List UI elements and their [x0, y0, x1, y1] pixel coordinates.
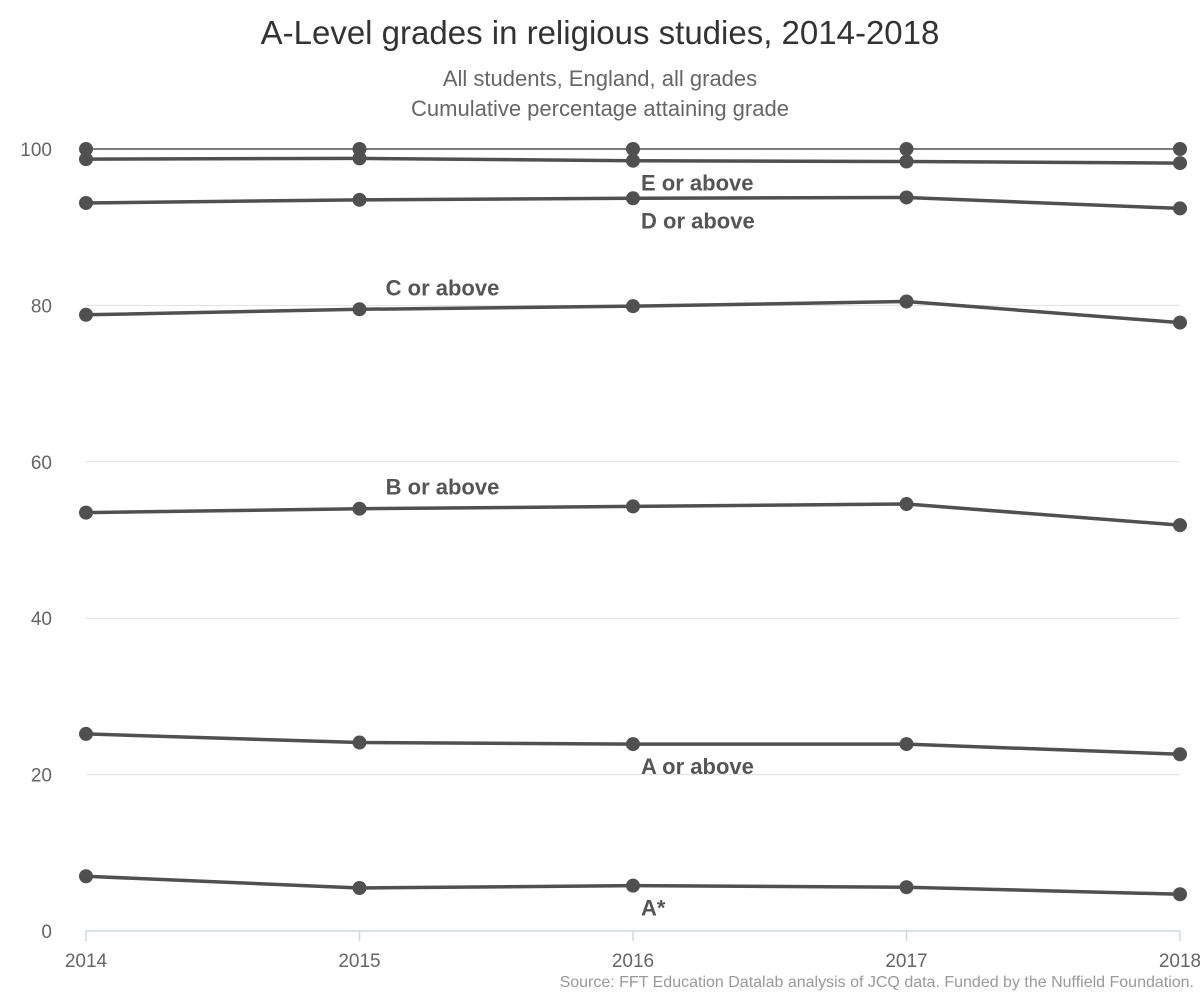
series-point-0-2: [626, 142, 640, 156]
series-label-2: D or above: [641, 208, 755, 233]
series-point-1-1: [352, 151, 367, 166]
series-label-1: E or above: [641, 171, 753, 196]
chart-source-credit: Source: FFT Education Datalab analysis o…: [559, 974, 1194, 991]
series-point-2-4: [1173, 201, 1187, 216]
series-point-6-2: [626, 878, 640, 893]
series-point-4-4: [1173, 518, 1187, 533]
series-point-1-2: [626, 153, 640, 168]
series-point-4-2: [626, 499, 640, 514]
x-tick-label: 2016: [612, 951, 654, 972]
x-tick-label: 2018: [1159, 951, 1200, 972]
series-point-6-3: [899, 880, 914, 895]
x-tick-label: 2014: [65, 951, 108, 972]
series-point-2-3: [899, 190, 914, 205]
series-point-4-0: [79, 505, 93, 520]
y-tick-label: 0: [41, 922, 52, 943]
series-point-4-3: [899, 497, 914, 512]
series-point-2-2: [626, 191, 640, 206]
y-tick-label: 100: [20, 140, 52, 161]
series-point-3-2: [626, 299, 640, 314]
y-tick-label: 40: [31, 609, 52, 630]
series-point-0-3: [899, 142, 914, 156]
series-point-6-0: [79, 869, 93, 884]
chart-subtitle-line-2: Cumulative percentage attaining grade: [411, 96, 789, 121]
series-point-0-4: [1173, 142, 1187, 156]
y-tick-label: 20: [31, 766, 52, 787]
chart-subtitle-line-1: All students, England, all grades: [442, 66, 758, 91]
series-point-6-1: [352, 880, 367, 895]
series-point-5-0: [79, 726, 93, 741]
y-tick-label: 80: [31, 296, 52, 317]
series-point-0-0: [79, 142, 93, 156]
series-point-5-2: [626, 737, 640, 752]
chart-title: A-Level grades in religious studies, 201…: [260, 14, 940, 51]
series-point-1-4: [1173, 156, 1187, 171]
series-point-5-1: [352, 735, 367, 750]
series-point-1-0: [79, 152, 93, 167]
y-tick-label: 60: [31, 453, 52, 474]
series-point-1-3: [899, 154, 914, 169]
x-tick-label: 2017: [885, 951, 927, 972]
series-point-3-3: [899, 294, 914, 309]
series-point-2-1: [352, 192, 367, 207]
series-point-5-4: [1173, 747, 1187, 762]
series-point-3-0: [79, 307, 93, 322]
series-point-6-4: [1173, 887, 1187, 902]
series-label-6: A*: [641, 896, 666, 921]
series-point-3-4: [1173, 315, 1187, 330]
series-label-5: A or above: [641, 754, 754, 779]
x-tick-label: 2015: [338, 951, 380, 972]
series-point-2-0: [79, 195, 93, 210]
series-label-3: C or above: [386, 275, 500, 300]
series-point-3-1: [352, 302, 367, 317]
series-point-4-1: [352, 501, 367, 516]
series-point-5-3: [899, 737, 914, 752]
series-label-4: B or above: [386, 475, 500, 500]
